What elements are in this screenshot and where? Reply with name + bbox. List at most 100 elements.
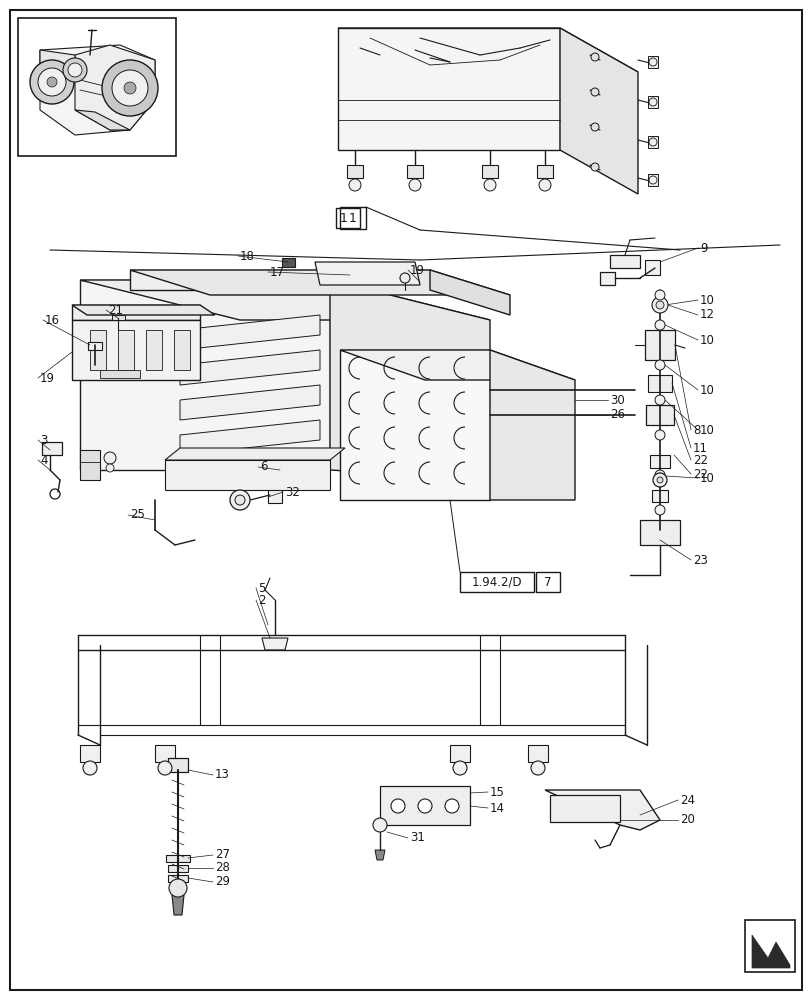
- Polygon shape: [172, 895, 184, 915]
- Circle shape: [590, 123, 599, 131]
- Text: 19: 19: [410, 263, 424, 276]
- Polygon shape: [130, 270, 509, 295]
- Circle shape: [400, 273, 410, 283]
- Text: 23: 23: [692, 554, 707, 566]
- Circle shape: [453, 761, 466, 775]
- Polygon shape: [482, 165, 497, 178]
- Polygon shape: [281, 258, 294, 267]
- Text: 28: 28: [215, 861, 230, 874]
- Circle shape: [655, 301, 663, 309]
- Text: 1.94.2/D: 1.94.2/D: [471, 576, 521, 588]
- Polygon shape: [112, 315, 125, 320]
- Bar: [460, 572, 534, 592]
- Polygon shape: [80, 280, 489, 320]
- Polygon shape: [80, 450, 100, 480]
- Circle shape: [483, 179, 496, 191]
- Circle shape: [654, 290, 664, 300]
- Circle shape: [68, 63, 82, 77]
- Polygon shape: [329, 280, 489, 480]
- Text: 10: 10: [699, 294, 714, 306]
- Text: 31: 31: [410, 831, 424, 844]
- Circle shape: [169, 879, 187, 897]
- Text: 3: 3: [40, 434, 47, 446]
- Polygon shape: [599, 272, 614, 285]
- Bar: [336, 208, 359, 228]
- Polygon shape: [80, 280, 329, 470]
- Circle shape: [590, 163, 599, 171]
- Text: 26: 26: [609, 408, 624, 422]
- Polygon shape: [72, 305, 215, 315]
- Text: 17: 17: [270, 265, 285, 278]
- Polygon shape: [118, 330, 134, 370]
- Text: 7: 7: [543, 576, 551, 588]
- Circle shape: [590, 53, 599, 61]
- Polygon shape: [639, 520, 679, 545]
- Text: 21: 21: [108, 304, 122, 316]
- Text: 4: 4: [40, 454, 47, 466]
- Polygon shape: [168, 758, 188, 772]
- Polygon shape: [40, 50, 75, 80]
- Polygon shape: [646, 405, 673, 425]
- Polygon shape: [647, 136, 657, 148]
- Polygon shape: [649, 455, 669, 468]
- Polygon shape: [180, 350, 320, 385]
- Text: 22: 22: [692, 468, 707, 481]
- Polygon shape: [180, 420, 320, 455]
- Polygon shape: [42, 442, 62, 455]
- Polygon shape: [647, 56, 657, 68]
- Polygon shape: [549, 795, 620, 822]
- Circle shape: [30, 60, 74, 104]
- Circle shape: [654, 470, 664, 480]
- Text: 18: 18: [240, 249, 255, 262]
- Polygon shape: [489, 350, 574, 500]
- Circle shape: [654, 320, 664, 330]
- Circle shape: [648, 98, 656, 106]
- Polygon shape: [375, 850, 384, 860]
- Polygon shape: [544, 790, 659, 830]
- Polygon shape: [430, 270, 509, 315]
- Polygon shape: [651, 490, 667, 502]
- Polygon shape: [449, 745, 470, 762]
- Circle shape: [83, 761, 97, 775]
- Text: 8: 8: [692, 424, 700, 436]
- Polygon shape: [751, 935, 789, 968]
- Polygon shape: [75, 110, 130, 130]
- Bar: [18, 18, 176, 156]
- Polygon shape: [168, 865, 188, 872]
- Circle shape: [444, 799, 458, 813]
- Circle shape: [652, 473, 666, 487]
- Polygon shape: [340, 350, 489, 500]
- Text: 12: 12: [699, 308, 714, 322]
- Text: 19: 19: [40, 371, 55, 384]
- Polygon shape: [647, 174, 657, 186]
- Polygon shape: [609, 255, 639, 268]
- Circle shape: [106, 464, 114, 472]
- Text: 1: 1: [349, 212, 357, 225]
- Text: 15: 15: [489, 786, 504, 798]
- Circle shape: [38, 68, 66, 96]
- Polygon shape: [88, 342, 102, 350]
- Polygon shape: [340, 350, 574, 380]
- Text: 16: 16: [45, 314, 60, 326]
- Polygon shape: [527, 745, 547, 762]
- Text: 10: 10: [699, 472, 714, 485]
- Polygon shape: [180, 385, 320, 420]
- Polygon shape: [146, 330, 162, 370]
- Circle shape: [648, 176, 656, 184]
- Text: 13: 13: [215, 768, 230, 782]
- Polygon shape: [165, 460, 329, 490]
- Circle shape: [654, 430, 664, 440]
- Circle shape: [47, 77, 57, 87]
- Circle shape: [409, 179, 420, 191]
- Circle shape: [372, 818, 387, 832]
- Circle shape: [654, 395, 664, 405]
- Circle shape: [234, 495, 245, 505]
- Polygon shape: [165, 448, 345, 460]
- Text: 29: 29: [215, 876, 230, 888]
- Polygon shape: [346, 165, 363, 178]
- Text: 5: 5: [258, 582, 265, 594]
- Polygon shape: [268, 489, 281, 503]
- Polygon shape: [155, 745, 175, 762]
- Polygon shape: [380, 786, 470, 825]
- Polygon shape: [315, 262, 419, 285]
